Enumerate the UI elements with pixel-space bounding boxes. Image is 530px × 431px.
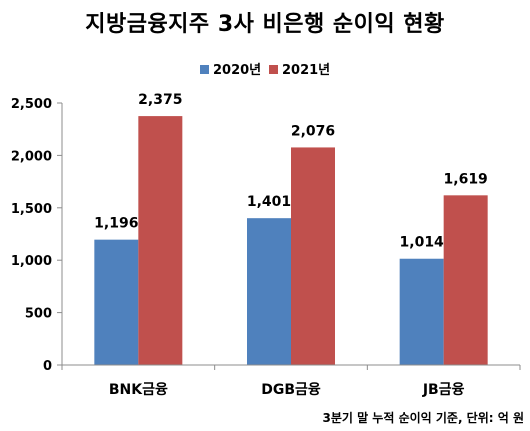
bar-2021: [138, 116, 183, 365]
x-category-label: BNK금융: [109, 382, 168, 398]
y-axis: 0 500 1,000 1,500 2,000 2,500: [11, 97, 63, 374]
x-category-label: JB금융: [422, 382, 465, 398]
x-category-label: DGB금융: [261, 382, 321, 398]
y-tick-label: 1,500: [11, 202, 52, 217]
y-tick-label: 2,000: [11, 149, 52, 164]
unit-note: 3분기 말 누적 순이익 기준, 단위: 억 원: [322, 411, 524, 425]
bar-2020: [399, 258, 444, 365]
data-label: 2,375: [138, 92, 182, 108]
data-label: 1,196: [94, 216, 138, 232]
legend-label: 2021년: [282, 63, 330, 78]
bar-2021: [291, 147, 335, 365]
y-tick-label: 2,500: [11, 97, 52, 112]
y-tick-label: 500: [25, 307, 52, 322]
data-labels: 1,196 1,401 1,014 2,375 2,076 1,619: [94, 92, 488, 251]
chart-title: 지방금융지주 3사 비은행 순이익 현황: [85, 12, 445, 37]
y-tick-label: 1,000: [11, 254, 52, 269]
bar-2020: [247, 218, 291, 365]
bar-2020: [94, 239, 139, 365]
data-label: 1,014: [400, 235, 445, 251]
y-tick-label: 0: [43, 359, 52, 374]
legend-swatch-2021: [269, 65, 278, 74]
legend: 2020년 2021년: [200, 63, 330, 78]
legend-swatch-2020: [200, 65, 209, 74]
x-axis: BNK금융 DGB금융 JB금융: [61, 364, 521, 398]
data-label: 1,401: [247, 194, 291, 210]
bars: [94, 116, 488, 365]
bar-2021: [443, 195, 488, 365]
legend-label: 2020년: [213, 63, 261, 78]
data-label: 1,619: [444, 171, 488, 187]
data-label: 2,076: [291, 123, 335, 139]
